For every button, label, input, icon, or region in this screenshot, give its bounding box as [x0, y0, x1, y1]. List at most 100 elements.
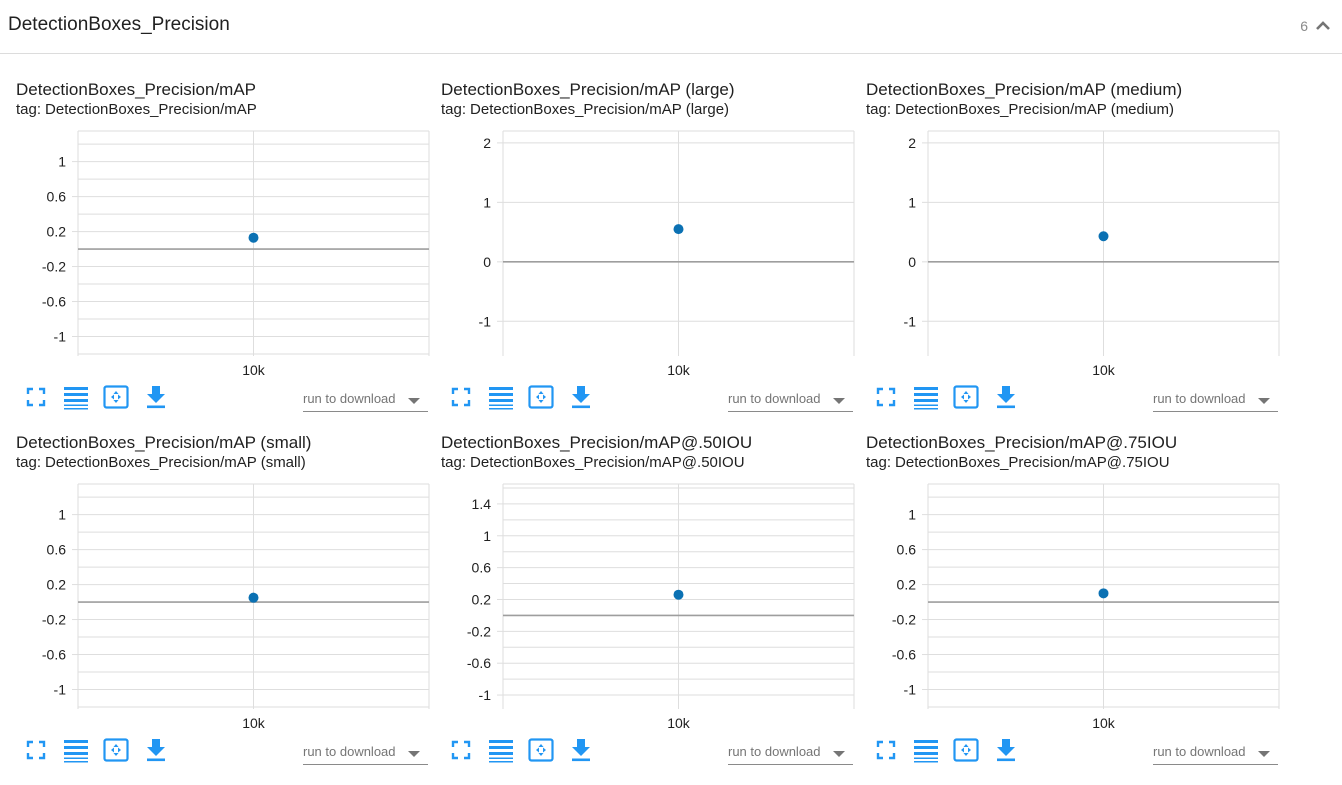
tag-value: DetectionBoxes_Precision/mAP — [45, 101, 257, 118]
y-tick-label: 0 — [483, 254, 491, 270]
list-icon — [64, 387, 88, 410]
section-header[interactable]: DetectionBoxes_Precision 6 — [0, 0, 1342, 54]
chart-tag: tag: DetectionBoxes_Precision/mAP — [16, 101, 257, 118]
fit-to-data-icon — [103, 738, 129, 762]
tag-label: tag: — [16, 101, 42, 118]
scalar-chart[interactable]: 1 0.6 0.2 -0.2 -0.6 -1 10k — [16, 129, 431, 381]
data-point[interactable] — [673, 589, 684, 600]
toggle-log-scale-button[interactable] — [486, 382, 516, 412]
fullscreen-button[interactable] — [871, 735, 901, 765]
toggle-log-scale-button[interactable] — [61, 382, 91, 412]
scalar-chart-card: DetectionBoxes_Precision/mAP tag: Detecti… — [16, 54, 431, 412]
scalar-chart[interactable]: 1 0.6 0.2 -0.2 -0.6 -1 10k — [866, 482, 1281, 734]
y-tick-label: 0.6 — [47, 542, 67, 558]
y-tick-label: 0.2 — [47, 224, 67, 240]
fullscreen-button[interactable] — [21, 735, 51, 765]
x-tick-label: 10k — [1092, 362, 1116, 378]
toggle-log-scale-button[interactable] — [911, 382, 941, 412]
scalar-chart[interactable]: 1 0.6 0.2 -0.2 -0.6 -1 10k — [16, 482, 431, 734]
y-tick-label: 1 — [58, 507, 66, 523]
y-tick-label: 2 — [483, 135, 491, 151]
chart-title: DetectionBoxes_Precision/mAP@.75IOU — [866, 433, 1178, 452]
chart-title: DetectionBoxes_Precision/mAP@.50IOU — [441, 433, 753, 452]
run-dropdown-placeholder: run to download — [1153, 391, 1246, 406]
chevron-up-icon[interactable] — [1314, 17, 1332, 35]
data-point[interactable] — [1098, 588, 1109, 599]
scalar-chart-card: DetectionBoxes_Precision/mAP (large) tag… — [441, 54, 856, 412]
list-icon — [914, 740, 938, 763]
fit-domain-button[interactable] — [526, 735, 556, 765]
y-tick-label: -0.6 — [467, 655, 491, 671]
tag-value: DetectionBoxes_Precision/mAP (large) — [470, 101, 730, 118]
dropdown-caret-icon — [1258, 398, 1270, 404]
scalar-chart[interactable]: 1.4 1 0.6 0.2 -0.2 -0.6 -1 10k — [441, 482, 856, 734]
run-dropdown-placeholder: run to download — [303, 744, 396, 759]
run-download-dropdown[interactable]: run to download — [728, 739, 853, 765]
data-point[interactable] — [248, 592, 259, 603]
fit-to-data-icon — [103, 385, 129, 409]
fullscreen-button[interactable] — [871, 382, 901, 412]
toggle-log-scale-button[interactable] — [911, 735, 941, 765]
y-tick-label: 1 — [58, 154, 66, 170]
fit-domain-button[interactable] — [101, 735, 131, 765]
scalar-chart-card: DetectionBoxes_Precision/mAP@.50IOU tag:… — [441, 407, 856, 765]
data-point[interactable] — [673, 224, 684, 235]
chart-tag: tag: DetectionBoxes_Precision/mAP@.50IOU — [441, 454, 745, 471]
chart-tag: tag: DetectionBoxes_Precision/mAP (small) — [16, 454, 306, 471]
download-button[interactable] — [141, 382, 171, 412]
y-tick-label: -1 — [904, 313, 917, 329]
toggle-log-scale-button[interactable] — [486, 735, 516, 765]
fit-to-data-icon — [528, 385, 554, 409]
download-button[interactable] — [566, 382, 596, 412]
y-tick-label: 1 — [908, 507, 916, 523]
download-icon — [997, 386, 1015, 409]
fit-domain-button[interactable] — [951, 735, 981, 765]
data-point[interactable] — [1098, 231, 1109, 242]
run-download-dropdown[interactable]: run to download — [1153, 386, 1278, 412]
run-download-dropdown[interactable]: run to download — [1153, 739, 1278, 765]
tag-label: tag: — [441, 101, 467, 118]
x-tick-label: 10k — [667, 362, 691, 378]
chart-count: 6 — [1300, 18, 1308, 34]
y-tick-label: 0.2 — [47, 577, 67, 593]
fullscreen-icon — [451, 740, 471, 760]
scalar-chart[interactable]: 2 1 0 -1 10k — [866, 129, 1281, 381]
fit-domain-button[interactable] — [526, 382, 556, 412]
run-dropdown-placeholder: run to download — [728, 391, 821, 406]
fit-domain-button[interactable] — [101, 382, 131, 412]
tag-label: tag: — [441, 454, 467, 471]
y-tick-label: 0.6 — [47, 189, 67, 205]
scalar-chart[interactable]: 2 1 0 -1 10k — [441, 129, 856, 381]
y-tick-label: 0.6 — [897, 542, 917, 558]
fullscreen-button[interactable] — [446, 735, 476, 765]
y-tick-label: -1 — [904, 682, 917, 698]
chart-title: DetectionBoxes_Precision/mAP (medium) — [866, 80, 1183, 99]
x-tick-label: 10k — [1092, 715, 1116, 731]
chart-title: DetectionBoxes_Precision/mAP (small) — [16, 433, 312, 452]
toggle-log-scale-button[interactable] — [61, 735, 91, 765]
download-button[interactable] — [566, 735, 596, 765]
fullscreen-button[interactable] — [21, 382, 51, 412]
x-tick-label: 10k — [242, 362, 266, 378]
data-point[interactable] — [248, 232, 259, 243]
fit-domain-button[interactable] — [951, 382, 981, 412]
y-tick-label: -0.2 — [467, 623, 491, 639]
y-tick-label: -1 — [479, 687, 492, 703]
download-icon — [147, 386, 165, 409]
download-button[interactable] — [991, 735, 1021, 765]
y-tick-label: -0.6 — [42, 647, 66, 663]
dropdown-caret-icon — [833, 398, 845, 404]
y-tick-label: 0 — [908, 254, 916, 270]
y-tick-label: -0.6 — [892, 647, 916, 663]
section-title: DetectionBoxes_Precision — [8, 14, 230, 35]
scalar-chart-card: DetectionBoxes_Precision/mAP (small) tag… — [16, 407, 431, 765]
fullscreen-button[interactable] — [446, 382, 476, 412]
run-download-dropdown[interactable]: run to download — [728, 386, 853, 412]
run-download-dropdown[interactable]: run to download — [303, 386, 428, 412]
chart-tag: tag: DetectionBoxes_Precision/mAP (medium… — [866, 101, 1174, 118]
download-button[interactable] — [141, 735, 171, 765]
download-button[interactable] — [991, 382, 1021, 412]
dropdown-caret-icon — [833, 751, 845, 757]
tag-value: DetectionBoxes_Precision/mAP@.75IOU — [895, 454, 1170, 471]
run-download-dropdown[interactable]: run to download — [303, 739, 428, 765]
